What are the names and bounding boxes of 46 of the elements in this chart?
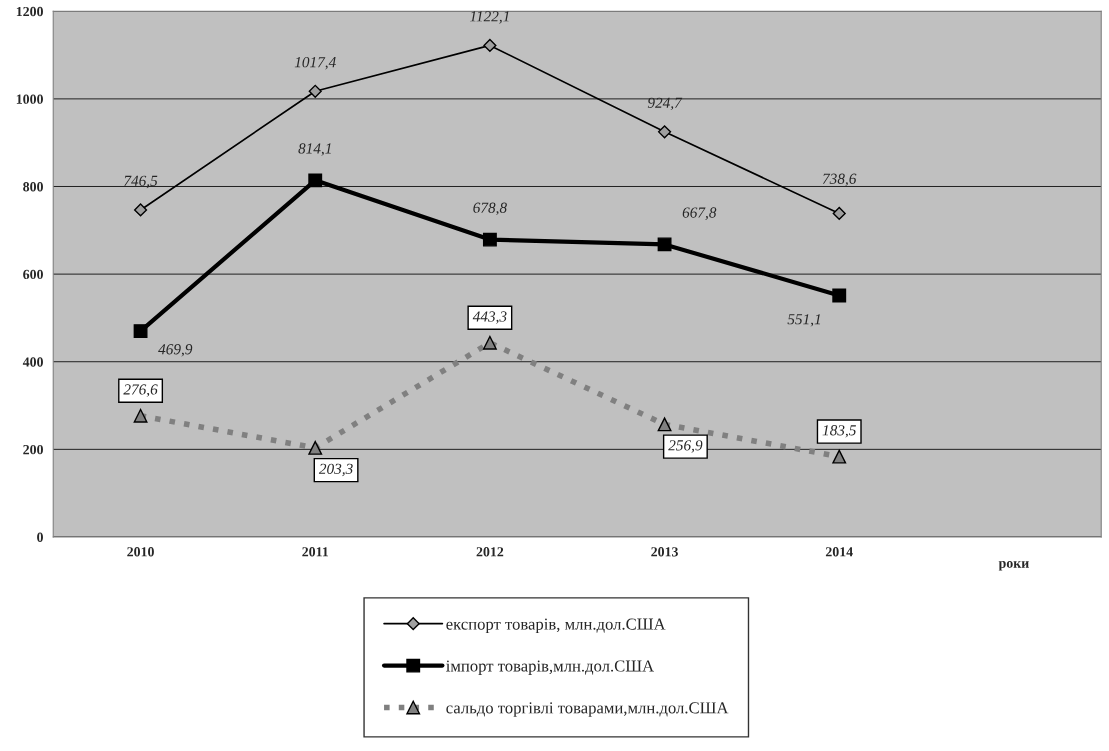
data-label: 276,6	[123, 384, 158, 397]
data-label: 678,8	[473, 202, 507, 216]
point	[133, 324, 148, 339]
data-label: 746,5	[124, 175, 158, 189]
point	[133, 203, 148, 217]
data-label: 469,9	[158, 344, 193, 357]
legend-label: сальдо торгівлі товарами,млн.дол.США	[446, 702, 729, 717]
y-tick-label: 1000	[16, 94, 43, 104]
x-tick-label: 2011	[302, 547, 329, 557]
y-tick-label: 1200	[16, 6, 43, 17]
data-label: 667,8	[682, 207, 717, 220]
text: роки	[998, 561, 1029, 571]
point	[657, 237, 672, 252]
data-label: 443,3	[472, 311, 507, 324]
y-tick-label: 0	[37, 532, 43, 542]
point	[657, 125, 672, 139]
point	[832, 288, 847, 303]
point	[308, 440, 323, 455]
data-label: 924,7	[647, 97, 683, 111]
point	[832, 449, 847, 464]
x-tick-label: 2012	[476, 547, 504, 557]
data-label: 183,5	[822, 425, 856, 438]
x-tick-label: 2013	[651, 547, 678, 557]
data-label: 814,1	[298, 143, 331, 156]
point	[657, 417, 672, 432]
y-tick-label: 800	[23, 182, 43, 192]
data-label: 256,9	[668, 440, 703, 453]
point	[133, 408, 148, 423]
legend-label: імпорт товарів,млн.дол.США	[446, 660, 654, 675]
point	[308, 84, 322, 98]
point	[308, 173, 323, 188]
x-tick-label: 2014	[825, 547, 853, 557]
data-label: 1017,4	[294, 57, 336, 70]
x-tick-label: 2010	[127, 547, 154, 557]
legend-label: експорт товарів, млн.дол.США	[446, 618, 666, 634]
y-tick-label: 400	[22, 357, 43, 367]
data-label: 551,1	[787, 314, 821, 327]
data-label: 738,6	[822, 173, 857, 187]
point	[482, 335, 497, 350]
y-tick-label: 600	[23, 269, 43, 280]
point	[832, 206, 846, 220]
data-label: 203,3	[318, 463, 353, 477]
point	[482, 232, 497, 247]
y-tick-label: 200	[23, 444, 43, 455]
point	[483, 38, 497, 52]
data-label: 1122,1	[470, 11, 509, 24]
